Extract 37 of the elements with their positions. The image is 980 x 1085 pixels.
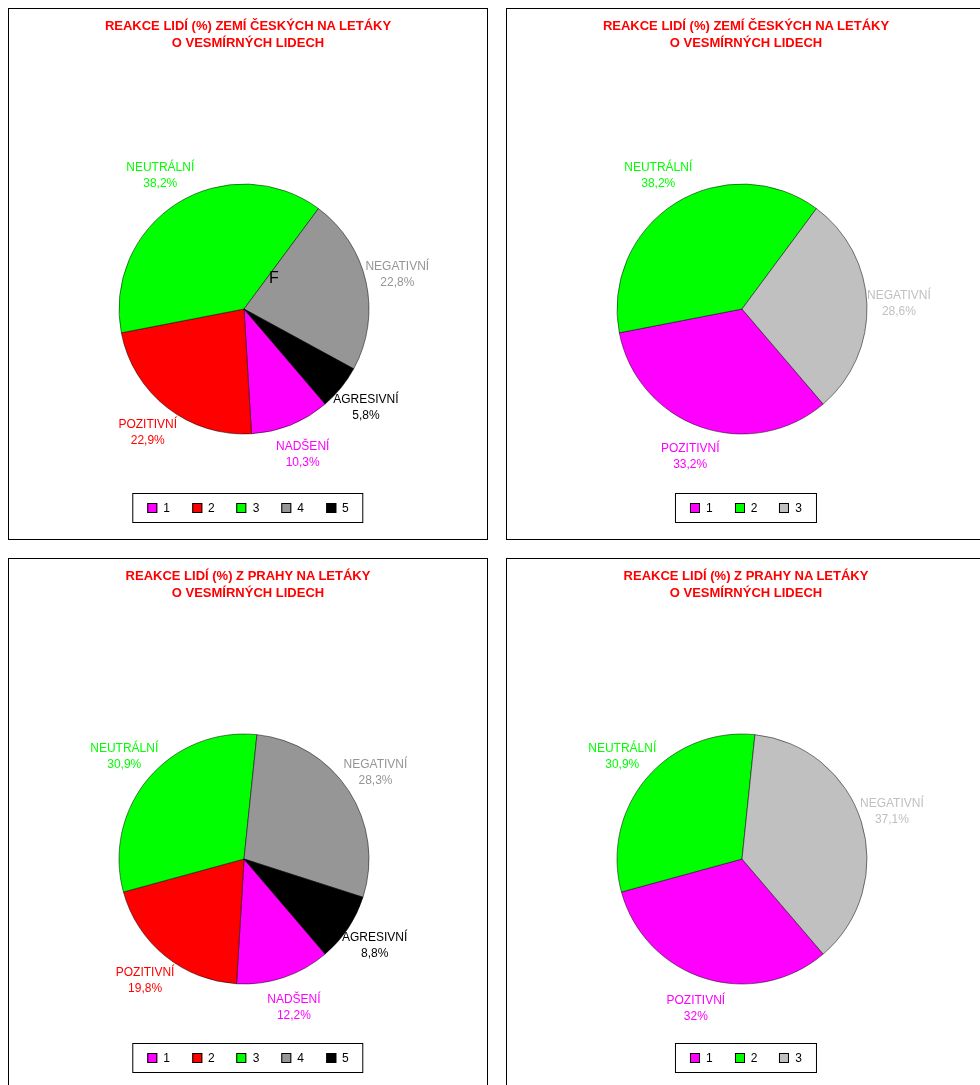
data-label: POZITIVNÍ 19,8% bbox=[115, 964, 176, 996]
legend-label: 1 bbox=[705, 501, 713, 515]
chart-title: REAKCE LIDÍ (%) ZEMÍ ČESKÝCH NA LETÁKY O VESMÍRNÝCH LIDECH bbox=[103, 17, 393, 51]
legend-label: 2 bbox=[207, 501, 215, 515]
data-label: NEGATIVNÍ 22,8% bbox=[365, 258, 430, 290]
data-label: NEUTRÁLNÍ 38,2% bbox=[126, 159, 195, 191]
legend-label: 4 bbox=[297, 1051, 305, 1065]
legend-label: 2 bbox=[750, 501, 758, 515]
text: F bbox=[269, 269, 279, 287]
data-label: AGRESIVNÍ 8,8% bbox=[342, 929, 409, 961]
data-label: NEUTRÁLNÍ 30,9% bbox=[588, 740, 657, 772]
legend-label: 4 bbox=[297, 501, 305, 515]
legend-label: 1 bbox=[705, 1051, 713, 1065]
chart-title: REAKCE LIDÍ (%) Z PRAHY NA LETÁKY O VESMÍRNÝCH LIDECH bbox=[124, 567, 372, 601]
data-label: NADŠENÍ 10,3% bbox=[276, 437, 331, 469]
legend-label: 3 bbox=[795, 1051, 803, 1065]
legend-label: 3 bbox=[795, 501, 803, 515]
data-label: NEUTRÁLNÍ 38,2% bbox=[624, 159, 693, 191]
data-label: NEGATIVNÍ 28,3% bbox=[343, 756, 409, 788]
chart-title: REAKCE LIDÍ (%) ZEMÍ ČESKÝCH NA LETÁKY O VESMÍRNÝCH LIDECH bbox=[601, 17, 891, 51]
legend-label: 2 bbox=[750, 1051, 758, 1065]
legend-label: 5 bbox=[342, 501, 349, 515]
data-label: POZITIVNÍ 32% bbox=[666, 992, 726, 1024]
data-label: NEGATIVNÍ 28,6% bbox=[867, 286, 932, 318]
legend-label: 3 bbox=[252, 1051, 260, 1065]
legend-label: 1 bbox=[163, 1051, 170, 1065]
legend-label: 2 bbox=[207, 1051, 215, 1065]
data-label: NEGATIVNÍ 37,1% bbox=[860, 795, 925, 827]
legend-label: 1 bbox=[163, 501, 170, 515]
chart-title: REAKCE LIDÍ (%) Z PRAHY NA LETÁKY O VESMÍRNÝCH LIDECH bbox=[622, 567, 870, 601]
data-label: NADŠENÍ 12,2% bbox=[267, 991, 322, 1023]
legend-label: 3 bbox=[252, 501, 260, 515]
data-label: NEUTRÁLNÍ 30,9% bbox=[90, 740, 159, 772]
data-label: POZITIVNÍ 22,9% bbox=[118, 416, 178, 448]
legend-label: 5 bbox=[342, 1051, 349, 1065]
data-label: POZITIVNÍ 33,2% bbox=[660, 440, 721, 472]
data-label: AGRESIVNÍ 5,8% bbox=[333, 391, 400, 423]
